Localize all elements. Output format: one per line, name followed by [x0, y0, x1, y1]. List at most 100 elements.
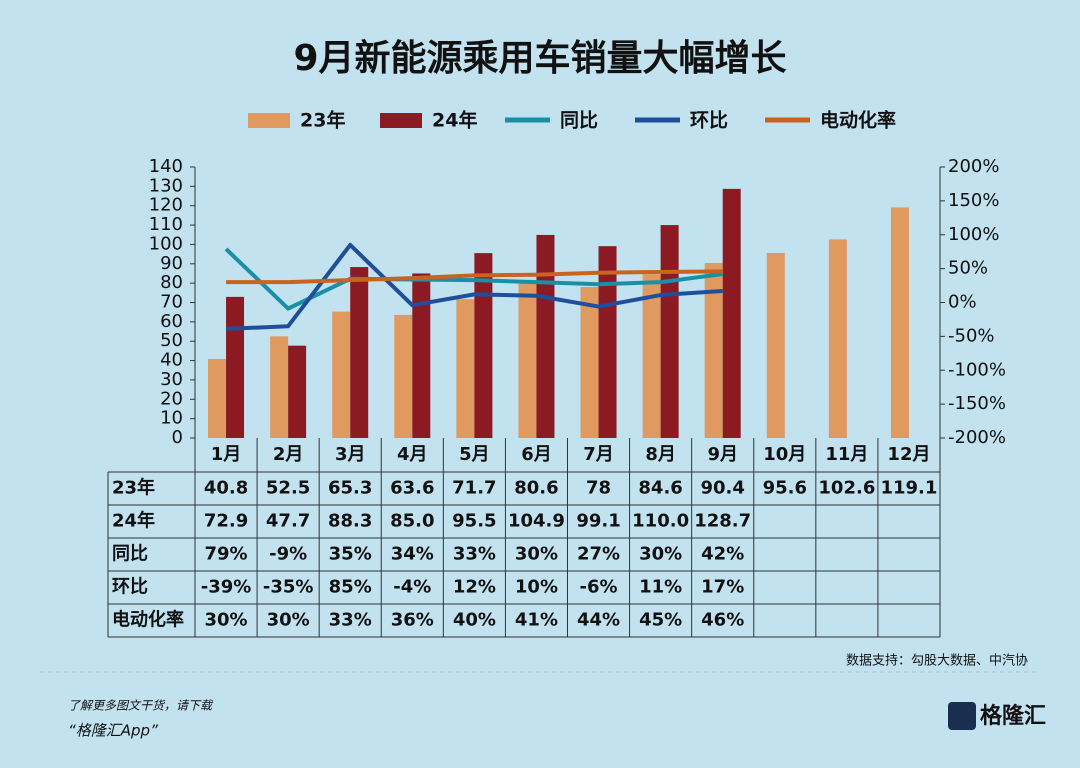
legend-label: 电动化率 [820, 109, 896, 132]
y-tick-label: 60 [160, 311, 183, 332]
legend-label: 23年 [300, 109, 345, 132]
table-cell: 102.6 [818, 478, 875, 499]
table-cell: -9% [269, 544, 307, 565]
table-cell: 30% [515, 544, 558, 565]
table-cell: 30% [639, 544, 682, 565]
y-tick-label: 130 [149, 175, 183, 196]
x-tick-label: 2月 [273, 444, 304, 465]
y-tick-label: 70 [160, 292, 183, 313]
bar [828, 239, 847, 438]
table-cell: 99.1 [576, 511, 620, 532]
bar [580, 287, 599, 438]
bar [766, 252, 785, 438]
y-tick-label: 120 [149, 195, 183, 216]
y2-tick-label: -50% [948, 325, 995, 346]
table-cell: 17% [701, 577, 744, 598]
legend-swatch [380, 113, 422, 128]
row-header: 环比 [112, 577, 148, 598]
x-tick-label: 3月 [335, 444, 366, 465]
logo: 格隆汇 [980, 703, 1046, 729]
table-cell: 34% [391, 544, 434, 565]
table-cell: 47.7 [266, 511, 310, 532]
x-tick-label: 8月 [645, 444, 676, 465]
bar [722, 188, 741, 438]
table-cell: -4% [393, 577, 431, 598]
table-cell: 52.5 [266, 478, 310, 499]
x-tick-label: 1月 [211, 444, 242, 465]
bar [226, 296, 245, 438]
chart-title: 9月新能源乘用车销量大幅增长 [293, 38, 786, 79]
table-cell: 85% [329, 577, 372, 598]
x-tick-label: 7月 [583, 444, 614, 465]
y-tick-label: 20 [160, 388, 183, 409]
x-tick-label: 11月 [825, 444, 868, 465]
bar [474, 253, 493, 438]
table-cell: 30% [267, 610, 310, 631]
x-tick-label: 4月 [397, 444, 428, 465]
y-tick-label: 80 [160, 272, 183, 293]
table-cell: 10% [515, 577, 558, 598]
bar [598, 246, 617, 438]
row-header: 电动化率 [112, 609, 184, 631]
bar [704, 263, 723, 438]
bar [660, 225, 679, 438]
table-cell: 85.0 [390, 511, 434, 532]
x-tick-label: 12月 [887, 444, 930, 465]
legend-label: 同比 [560, 110, 598, 132]
y2-tick-label: -150% [948, 393, 1006, 414]
x-tick-label: 9月 [707, 444, 738, 465]
table-cell: 128.7 [694, 511, 751, 532]
table-cell: 72.9 [204, 511, 248, 532]
table-cell: 40.8 [204, 478, 248, 499]
table-cell: 33% [453, 544, 496, 565]
table-cell: 46% [701, 610, 744, 631]
table-cell: 36% [391, 610, 434, 631]
table-cell: 42% [701, 544, 744, 565]
line [226, 269, 723, 285]
legend-label: 环比 [690, 110, 728, 132]
table-cell: 79% [204, 544, 247, 565]
table-cell: 63.6 [390, 478, 434, 499]
y2-tick-label: -200% [948, 427, 1006, 448]
table-cell: 33% [329, 610, 372, 631]
y2-tick-label: -100% [948, 359, 1006, 380]
table-cell: 11% [639, 577, 682, 598]
table-cell: 104.9 [508, 511, 565, 532]
table-cell: 30% [204, 610, 247, 631]
bar [208, 359, 227, 438]
y2-tick-label: 0% [948, 292, 977, 313]
bar [536, 234, 555, 438]
bar [350, 267, 369, 438]
y-tick-label: 10 [160, 408, 183, 429]
table-cell: 88.3 [328, 511, 372, 532]
bar [518, 281, 537, 438]
table-cell: -35% [263, 577, 314, 598]
y2-tick-label: 200% [948, 156, 999, 177]
y-tick-label: 90 [160, 253, 183, 274]
bar [456, 299, 475, 438]
y2-tick-label: 100% [948, 224, 999, 245]
footer-app: “格隆汇App” [68, 722, 158, 740]
table-cell: -6% [580, 577, 618, 598]
y-tick-label: 40 [160, 350, 183, 371]
y2-tick-label: 50% [948, 258, 988, 279]
table-cell: 35% [329, 544, 372, 565]
table-cell: 40% [453, 610, 496, 631]
table-cell: 95.5 [452, 511, 496, 532]
table-cell: 90.4 [700, 478, 744, 499]
table-cell: 110.0 [632, 511, 689, 532]
legend-swatch [248, 113, 290, 128]
table-cell: 45% [639, 610, 682, 631]
y-tick-label: 30 [160, 369, 183, 390]
x-tick-label: 6月 [521, 444, 552, 465]
table-cell: 71.7 [452, 478, 496, 499]
line [225, 242, 723, 331]
table-cell: 41% [515, 610, 558, 631]
table-cell: 119.1 [880, 478, 937, 499]
footer-note: 了解更多图文干货，请下载 [68, 699, 214, 713]
table-cell: 65.3 [328, 478, 372, 499]
table-cell: 44% [577, 610, 620, 631]
x-tick-label: 10月 [763, 444, 806, 465]
y2-tick-label: 150% [948, 190, 999, 211]
